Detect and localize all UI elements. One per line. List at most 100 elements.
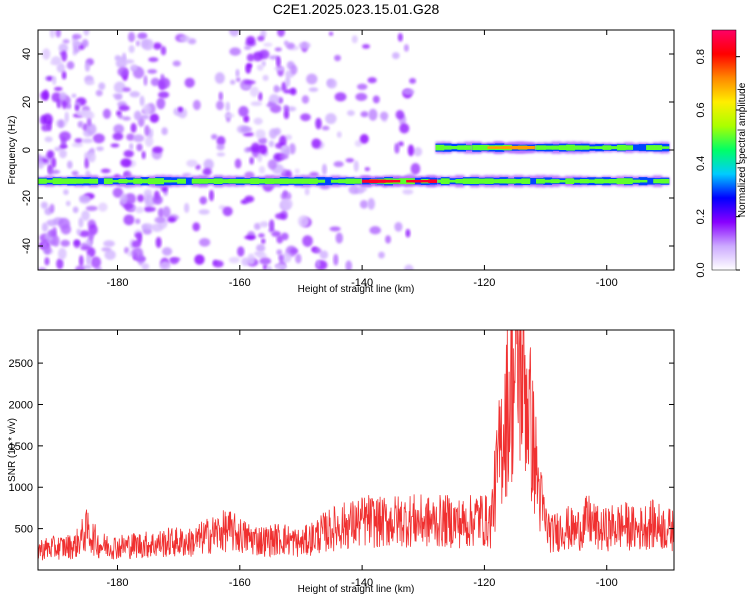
noise-blob [198, 209, 210, 215]
spectral-band [184, 177, 194, 185]
noise-blob [144, 124, 150, 137]
noise-blob [309, 171, 319, 177]
noise-blob [402, 88, 415, 96]
noise-blob [262, 74, 269, 81]
noise-blob [218, 91, 224, 101]
noise-blob [319, 250, 329, 260]
colorbar-tick-label: 0.8 [695, 49, 707, 64]
noise-blob [122, 87, 131, 92]
noise-blob [263, 42, 273, 47]
noise-blob [409, 78, 417, 84]
noise-blob [267, 159, 277, 170]
noise-blob [268, 140, 275, 148]
noise-blob [127, 31, 136, 43]
noise-blob [148, 57, 159, 63]
noise-blob [275, 264, 288, 270]
noise-blob [240, 199, 248, 204]
noise-blob [160, 46, 167, 56]
spectral-band [235, 179, 245, 183]
noise-blob [250, 142, 261, 153]
noise-blob [398, 141, 404, 147]
noise-blob [123, 149, 134, 158]
noise-blob [90, 256, 102, 268]
spectral-band [323, 177, 333, 186]
noise-blob [283, 189, 288, 199]
spectral-band [294, 179, 304, 183]
noise-blob [81, 138, 94, 144]
noise-blob [179, 35, 191, 43]
spectral-band [265, 178, 274, 184]
noise-blob [38, 159, 45, 169]
noise-blob [356, 186, 368, 192]
noise-blob [55, 30, 61, 38]
spectral-band [602, 145, 612, 150]
spectral-band [495, 146, 505, 149]
noise-blob [279, 135, 287, 147]
noise-blob [229, 30, 240, 37]
noise-blob [244, 235, 257, 240]
noise-blob [290, 64, 298, 75]
spectrogram-x-tick-label: -100 [596, 277, 618, 289]
noise-blob [113, 81, 126, 94]
noise-blob [100, 168, 111, 174]
noise-blob [81, 39, 89, 48]
spectral-band [514, 179, 523, 183]
spectral-band [455, 178, 465, 184]
noise-blob [159, 261, 171, 270]
noise-blob [281, 145, 288, 151]
noise-blob [289, 87, 297, 96]
noise-blob [306, 73, 318, 85]
spectral-band [484, 178, 494, 184]
noise-blob [182, 172, 192, 177]
spectral-band [609, 179, 619, 184]
noise-blob [161, 127, 168, 136]
spectral-band [352, 179, 362, 183]
noise-blob [351, 35, 358, 44]
noise-blob [258, 165, 266, 174]
spectral-band [551, 146, 561, 149]
noise-blob [51, 157, 57, 169]
noise-blob [157, 91, 170, 99]
noise-blob [128, 45, 135, 54]
noise-blob [225, 101, 231, 112]
spectral-band [59, 179, 69, 183]
noise-blob [59, 149, 67, 159]
noise-blob [139, 95, 145, 107]
spectral-band [646, 145, 655, 151]
spectrogram-y-axis-label: Frequency (Hz) [7, 116, 18, 185]
noise-blob [85, 205, 98, 212]
noise-blob [44, 257, 50, 266]
noise-blob [301, 95, 310, 104]
spectral-band [616, 179, 626, 183]
noise-blob [76, 228, 82, 235]
noise-blob [142, 104, 152, 116]
noise-blob [328, 31, 334, 36]
noise-blob [194, 254, 205, 265]
noise-blob [120, 158, 132, 168]
noise-blob [57, 119, 64, 128]
noise-blob [123, 247, 130, 254]
spectral-band [477, 179, 487, 183]
noise-blob [192, 222, 201, 232]
noise-blob [66, 61, 75, 70]
noise-blob [311, 138, 321, 149]
noise-blob [399, 123, 410, 134]
spectral-band [213, 179, 223, 183]
noise-blob [113, 124, 125, 134]
noise-blob [195, 164, 201, 170]
noise-blob [298, 41, 311, 50]
spectral-band [543, 179, 553, 183]
noise-blob [288, 143, 296, 155]
noise-blob [395, 109, 405, 120]
spectrogram-x-tick-label: -180 [106, 277, 128, 289]
spectral-band [257, 179, 267, 183]
noise-blob [85, 254, 92, 266]
noise-blob [353, 160, 359, 172]
noise-blob [249, 86, 260, 98]
noise-blob [103, 240, 115, 247]
noise-blob [261, 60, 266, 67]
spectral-band [587, 179, 597, 183]
spectral-band [487, 146, 497, 149]
spectral-band [301, 179, 311, 183]
